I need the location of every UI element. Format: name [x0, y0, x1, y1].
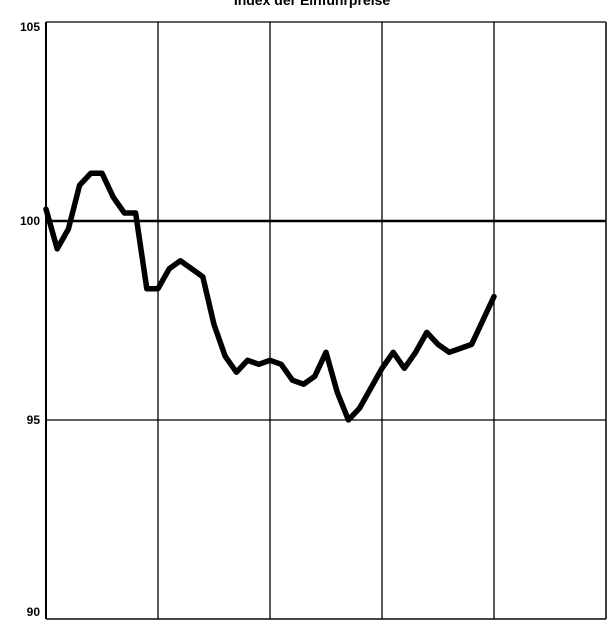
y-tick-label: 100 [20, 214, 40, 228]
y-tick-label: 90 [27, 605, 41, 619]
chart-title: Index der Einfuhrpreise [234, 0, 391, 8]
y-tick-label: 95 [27, 413, 41, 427]
series-layer [43, 170, 497, 423]
series-line [43, 170, 497, 423]
y-tick-label: 105 [20, 20, 40, 34]
y-tick-labels: 90 95 100 105 [20, 20, 40, 619]
grid-layer [45, 21, 607, 620]
